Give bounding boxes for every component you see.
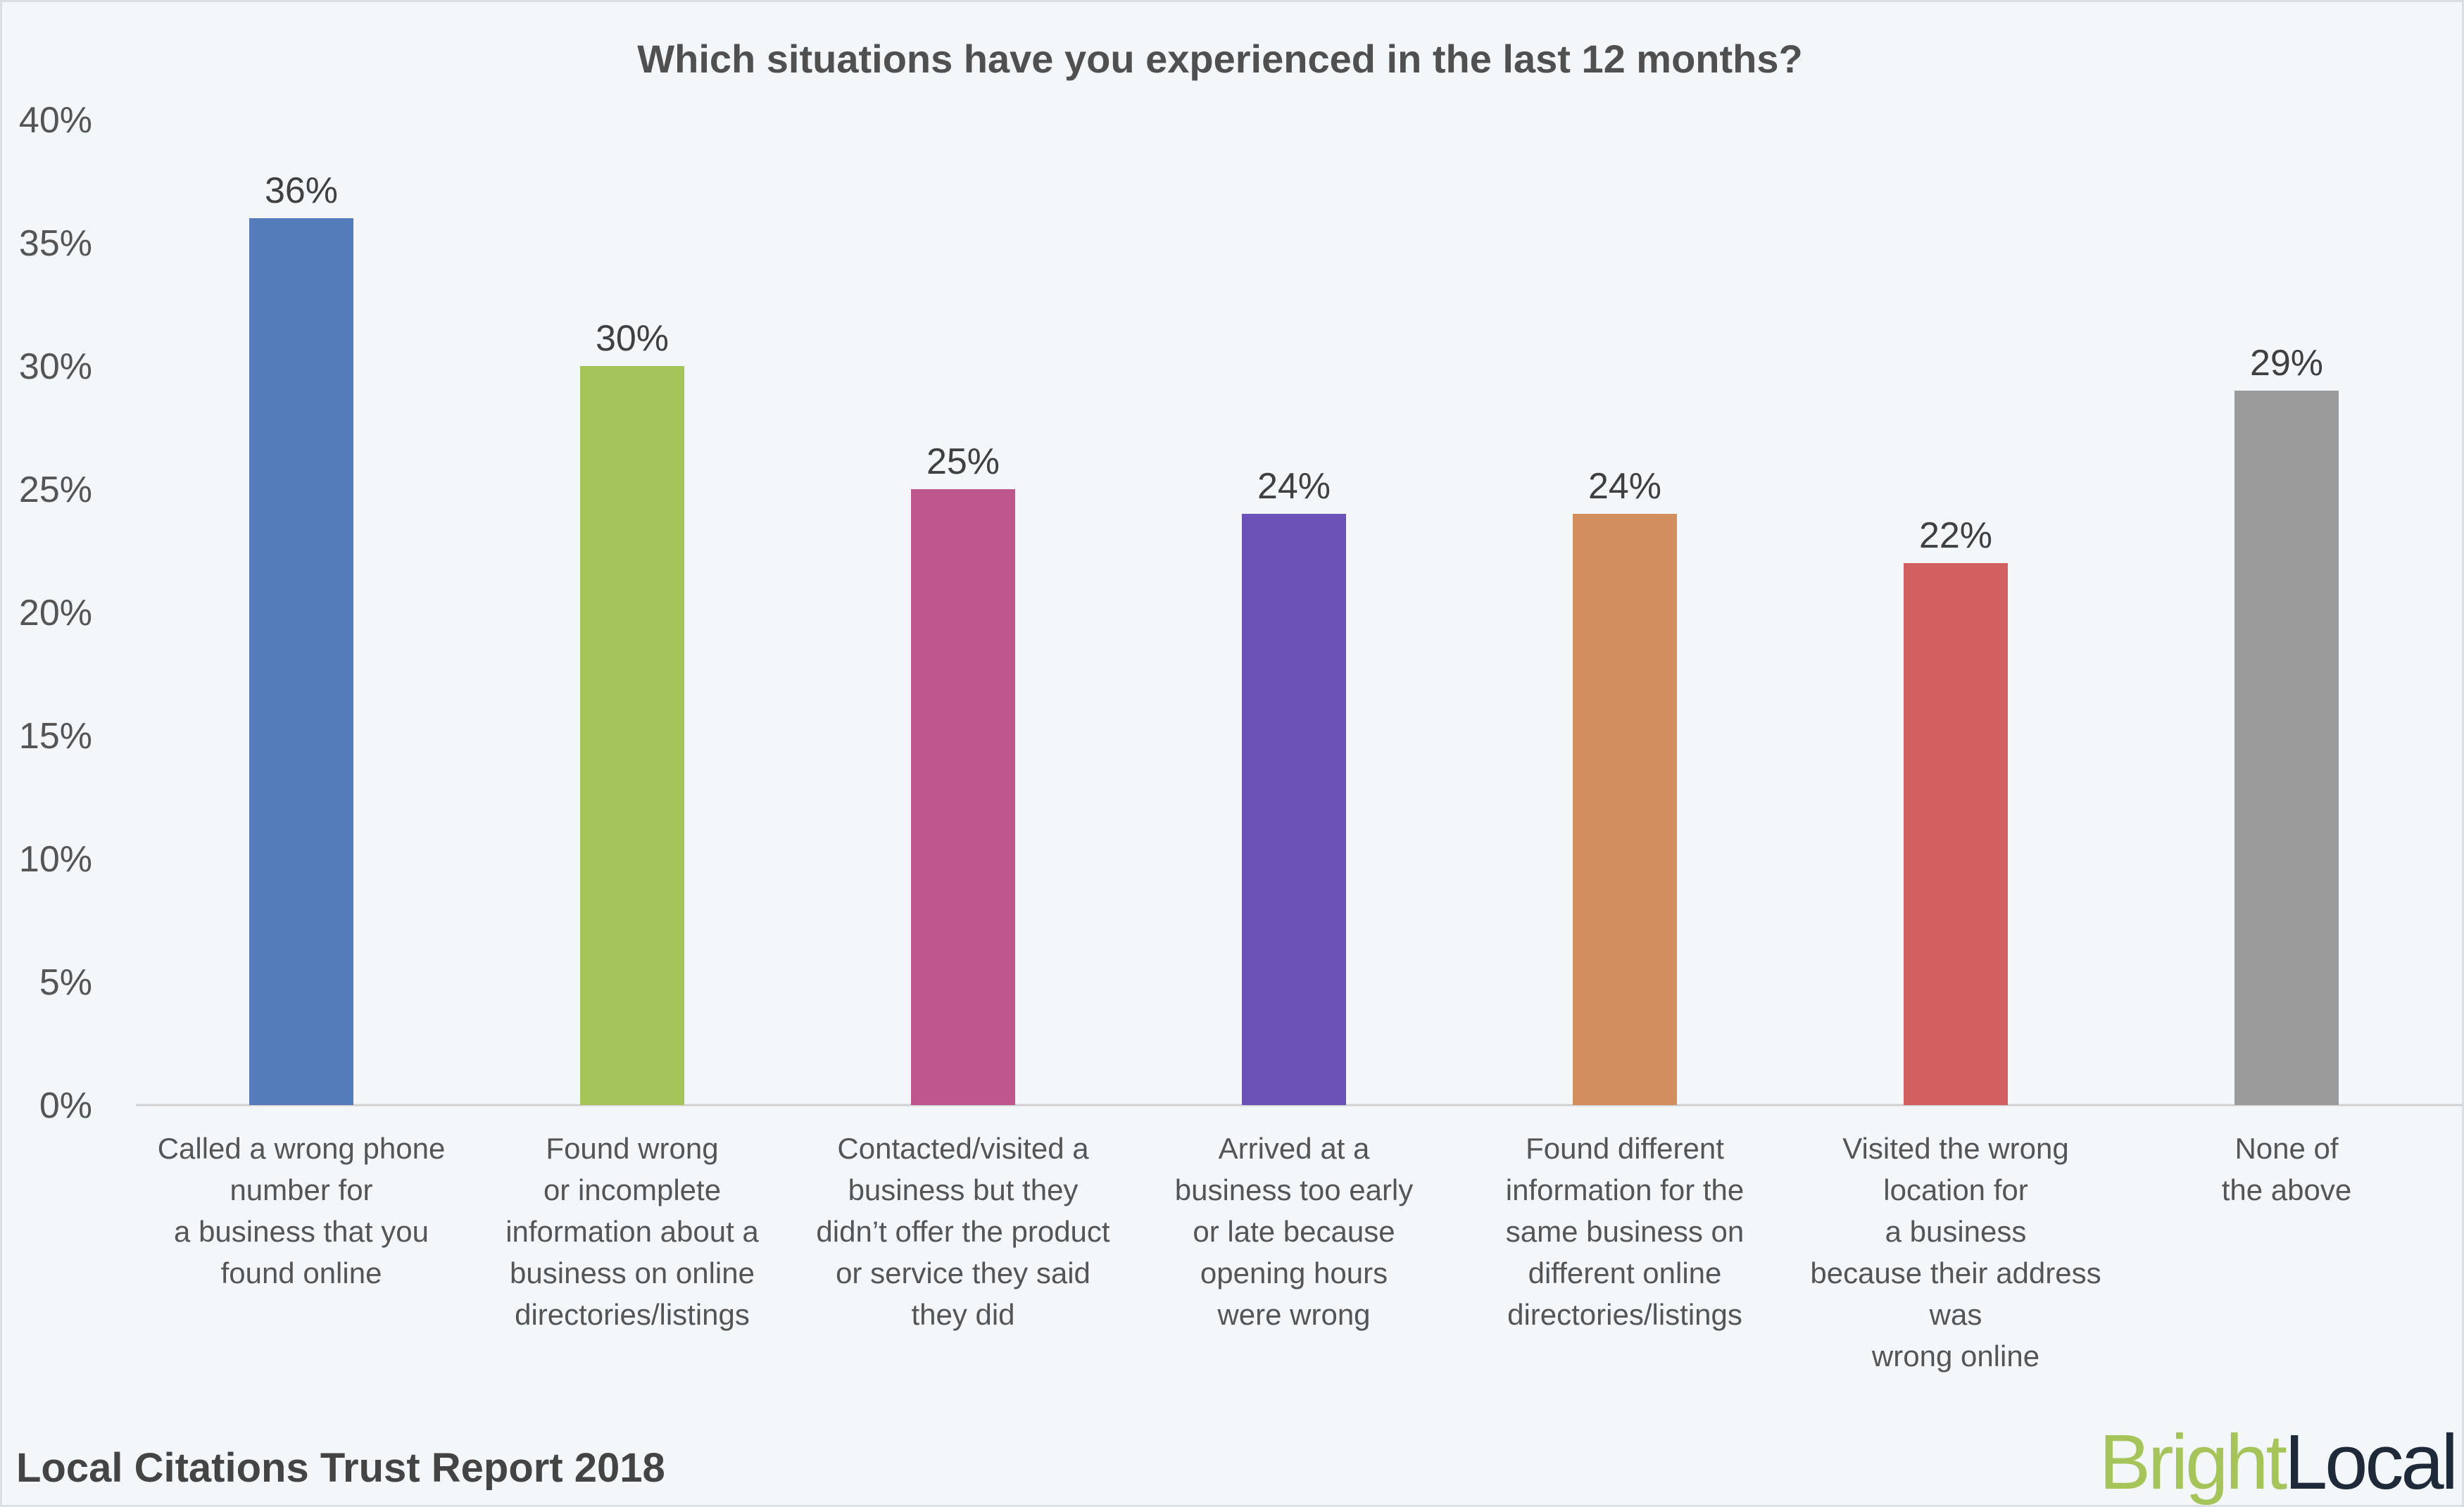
bar: [2234, 391, 2339, 1105]
x-tick-label-line: they did: [911, 1298, 1014, 1331]
x-tick-label: Found wrong or incomplete information abou…: [505, 1132, 759, 1331]
x-tick-label-line: the above: [2222, 1173, 2352, 1206]
x-tick-label-line: found online: [221, 1256, 382, 1290]
x-tick-label-line: number for: [230, 1173, 372, 1206]
data-label: 36%: [265, 170, 338, 211]
x-tick-label-line: business too early: [1175, 1173, 1414, 1206]
bar: [580, 366, 684, 1105]
y-tick-label: 20%: [19, 593, 92, 633]
x-tick-label-line: a business: [1885, 1215, 2027, 1248]
y-tick-label: 25%: [19, 469, 92, 510]
x-tick-label-line: directories/listings: [1507, 1298, 1742, 1331]
x-tick-label-line: or late because: [1193, 1215, 1395, 1248]
y-tick-label: 35%: [19, 223, 92, 264]
x-axis: Called a wrong phone number for a business…: [158, 1132, 2352, 1373]
bar: [911, 489, 1015, 1105]
x-tick-label: Found different information for the same b…: [1506, 1132, 1745, 1331]
x-tick-label-line: information about a: [505, 1215, 759, 1248]
data-label: 22%: [1919, 515, 1992, 556]
x-tick-label: Visited the wrong location for a business b…: [1810, 1132, 2101, 1373]
brightlocal-logo: BrightLocal: [2099, 1419, 2456, 1506]
x-tick-label-line: Visited the wrong: [1842, 1132, 2068, 1165]
report-footer: Local Citations Trust Report 2018: [16, 1445, 665, 1491]
y-tick-label: 30%: [19, 346, 92, 387]
x-tick-label-line: business on online: [510, 1256, 755, 1290]
x-tick-label-line: different online: [1528, 1256, 1722, 1290]
x-tick-label-line: business but they: [848, 1173, 1079, 1206]
x-tick-label-line: or service they said: [836, 1256, 1090, 1290]
x-tick-label-line: directories/listings: [515, 1298, 750, 1331]
x-tick-label-line: None of: [2234, 1132, 2338, 1165]
y-tick-label: 15%: [19, 716, 92, 757]
x-tick-label-line: location for: [1883, 1173, 2028, 1206]
data-label: 24%: [1588, 466, 1661, 507]
x-tick-label-line: wrong online: [1871, 1339, 2039, 1373]
x-tick-label: Contacted/visited a business but they didn…: [816, 1132, 1110, 1331]
x-tick-label-line: Found different: [1526, 1132, 1724, 1165]
y-tick-label: 40%: [19, 100, 92, 141]
x-tick-label-line: same business on: [1506, 1215, 1745, 1248]
x-tick-label: None of the above: [2222, 1132, 2352, 1206]
logo-local: Local: [2284, 1419, 2456, 1506]
x-tick-label: Arrived at a business too early or late be…: [1175, 1132, 1414, 1331]
bar: [1904, 563, 2008, 1105]
chart-title: Which situations have you experienced in…: [637, 37, 1802, 81]
x-tick-label-line: Found wrong: [546, 1132, 718, 1165]
x-tick-label-line: information for the: [1506, 1173, 1745, 1206]
y-tick-label: 10%: [19, 839, 92, 880]
x-tick-label: Called a wrong phone number for a business…: [158, 1132, 446, 1290]
data-label: 29%: [2250, 343, 2323, 384]
x-tick-label-line: opening hours: [1200, 1256, 1388, 1290]
y-axis: 0% 5% 10% 15% 20% 25% 30% 35% 40%: [19, 100, 92, 1126]
x-tick-label-line: a business that you: [174, 1215, 429, 1248]
y-tick-label: 0%: [39, 1085, 92, 1126]
bar: [249, 218, 353, 1105]
x-tick-label-line: didn’t offer the product: [816, 1215, 1110, 1248]
logo-bright: Bright: [2099, 1419, 2287, 1506]
x-tick-label-line: Arrived at a: [1219, 1132, 1370, 1165]
x-tick-label-line: was: [1929, 1298, 1982, 1331]
x-tick-label-line: or incomplete: [543, 1173, 721, 1206]
bars: 36% 30% 25% 24% 24% 22% 29%: [249, 170, 2339, 1105]
data-label: 24%: [1257, 466, 1331, 507]
x-tick-label-line: Contacted/visited a: [837, 1132, 1089, 1165]
data-label: 30%: [596, 318, 669, 359]
x-tick-label-line: Called a wrong phone: [158, 1132, 446, 1165]
bar: [1573, 514, 1677, 1105]
x-tick-label-line: because their address: [1810, 1256, 2101, 1290]
bar: [1242, 514, 1346, 1105]
x-tick-label-line: were wrong: [1217, 1298, 1370, 1331]
data-label: 25%: [926, 441, 1000, 482]
y-tick-label: 5%: [39, 962, 92, 1003]
